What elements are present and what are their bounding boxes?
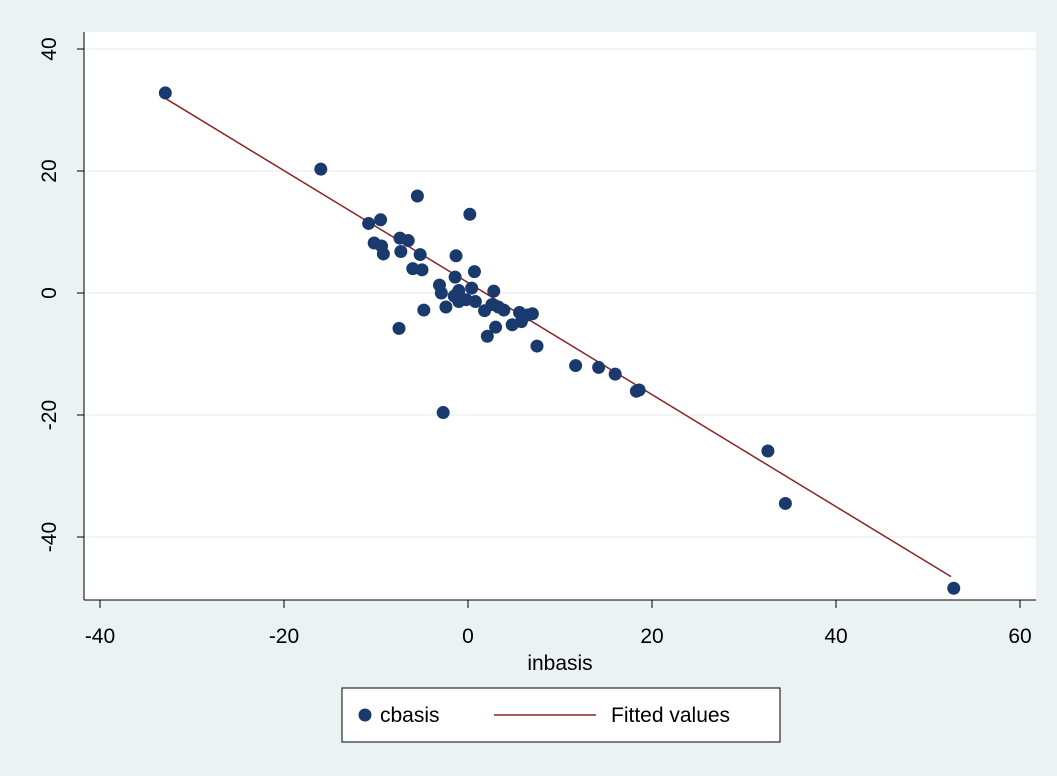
data-point bbox=[569, 359, 583, 373]
data-point bbox=[394, 245, 408, 259]
x-tick-label: 60 bbox=[1008, 625, 1031, 648]
data-point bbox=[592, 360, 606, 374]
data-point bbox=[465, 281, 479, 295]
data-point bbox=[608, 367, 622, 381]
x-tick-label: 40 bbox=[824, 625, 847, 648]
data-point bbox=[761, 444, 775, 458]
data-point bbox=[778, 496, 792, 510]
x-tick-label: 0 bbox=[462, 625, 474, 648]
data-point bbox=[436, 406, 450, 420]
x-tick-label: -40 bbox=[85, 625, 115, 648]
data-point bbox=[467, 265, 481, 279]
data-point bbox=[449, 249, 463, 263]
x-axis-ticks: -40 -20 0 20 40 60 bbox=[85, 600, 1032, 648]
data-point bbox=[413, 248, 427, 262]
y-tick-label: -20 bbox=[38, 400, 61, 430]
y-tick-label: 20 bbox=[38, 159, 61, 182]
data-point bbox=[314, 162, 328, 176]
x-tick-label: 20 bbox=[640, 625, 663, 648]
y-tick-label: 0 bbox=[38, 287, 61, 299]
data-point bbox=[530, 339, 544, 353]
legend-label-fitted: Fitted values bbox=[611, 704, 730, 727]
data-point bbox=[468, 295, 482, 309]
data-point bbox=[452, 295, 466, 309]
fitted-line-layer bbox=[164, 97, 952, 578]
x-tick-label: -20 bbox=[269, 625, 299, 648]
data-point bbox=[478, 304, 492, 318]
legend-marker-cbasis bbox=[358, 708, 372, 722]
data-point bbox=[417, 303, 431, 317]
data-point bbox=[947, 581, 961, 595]
plot-area bbox=[84, 32, 1036, 600]
y-tick-label: 40 bbox=[38, 37, 61, 60]
data-point bbox=[376, 247, 390, 261]
data-point bbox=[415, 263, 429, 277]
data-point bbox=[434, 286, 448, 300]
x-axis-label: inbasis bbox=[527, 652, 592, 675]
data-point bbox=[632, 383, 646, 397]
data-point bbox=[489, 320, 503, 334]
data-point bbox=[497, 303, 511, 317]
legend: cbasis Fitted values bbox=[341, 687, 781, 743]
data-point bbox=[158, 86, 172, 100]
fitted-values-line bbox=[164, 97, 952, 578]
data-point bbox=[463, 207, 477, 221]
data-point bbox=[439, 300, 453, 314]
data-point bbox=[392, 321, 406, 335]
legend-label-cbasis: cbasis bbox=[380, 704, 440, 727]
data-point bbox=[362, 216, 376, 230]
data-point bbox=[448, 270, 462, 284]
data-point bbox=[480, 329, 494, 343]
y-axis-ticks: 40 20 0 -20 -40 bbox=[38, 37, 84, 552]
data-point bbox=[410, 189, 424, 203]
scatter-points-layer bbox=[158, 86, 961, 595]
data-point bbox=[487, 284, 501, 298]
grid-lines bbox=[84, 48, 1036, 538]
y-tick-label: -40 bbox=[38, 522, 61, 552]
data-point bbox=[505, 318, 519, 332]
data-point bbox=[374, 213, 388, 227]
data-point bbox=[401, 234, 415, 248]
